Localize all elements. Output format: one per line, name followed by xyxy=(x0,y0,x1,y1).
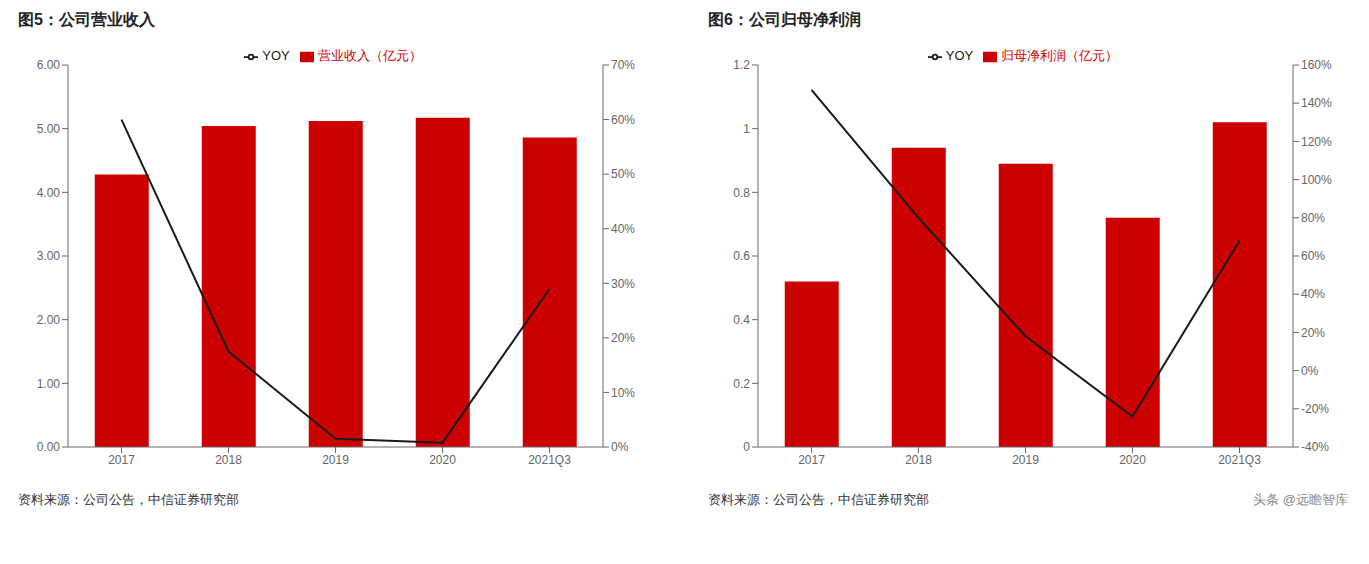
svg-text:6.00: 6.00 xyxy=(37,58,61,72)
svg-text:40%: 40% xyxy=(1301,287,1325,301)
html-text:YOY: YOY xyxy=(945,48,974,63)
svg-text:0.4: 0.4 xyxy=(733,313,750,327)
html-text:头条 @远瞻智库: 头条 @远瞻智库 xyxy=(1253,492,1348,507)
svg-text:100%: 100% xyxy=(1301,173,1332,187)
svg-text:80%: 80% xyxy=(1301,211,1325,225)
svg-text:2018: 2018 xyxy=(215,453,242,467)
svg-text:1.2: 1.2 xyxy=(733,58,750,72)
svg-text:0%: 0% xyxy=(611,440,629,454)
svg-text:20%: 20% xyxy=(611,331,635,345)
svg-text:140%: 140% xyxy=(1301,96,1332,110)
svg-text:2019: 2019 xyxy=(322,453,349,467)
svg-text:2017: 2017 xyxy=(108,453,135,467)
html-text:图5：公司营业收入: 图5：公司营业收入 xyxy=(18,11,155,28)
svg-text:-40%: -40% xyxy=(1301,440,1329,454)
html-text:资料来源：公司公告，中信证券研究部: 资料来源：公司公告，中信证券研究部 xyxy=(18,492,239,507)
svg-text:40%: 40% xyxy=(611,222,635,236)
svg-text:0.00: 0.00 xyxy=(37,440,61,454)
svg-text:1: 1 xyxy=(743,122,750,136)
svg-text:4.00: 4.00 xyxy=(37,186,61,200)
svg-text:2018: 2018 xyxy=(905,453,932,467)
svg-text:160%: 160% xyxy=(1301,58,1332,72)
svg-text:2.00: 2.00 xyxy=(37,313,61,327)
html-text:YOY: YOY xyxy=(262,48,290,63)
svg-text:2020: 2020 xyxy=(429,453,456,467)
svg-text:70%: 70% xyxy=(611,58,635,72)
svg-text:60%: 60% xyxy=(611,113,635,127)
svg-text:2019: 2019 xyxy=(1012,453,1039,467)
svg-text:0.8: 0.8 xyxy=(733,186,750,200)
svg-text:0%: 0% xyxy=(1301,364,1319,378)
svg-text:0.6: 0.6 xyxy=(733,249,750,263)
svg-text:120%: 120% xyxy=(1301,135,1332,149)
svg-text:20%: 20% xyxy=(1301,326,1325,340)
svg-text:5.00: 5.00 xyxy=(37,122,61,136)
html-text:图6：公司归母净利润: 图6：公司归母净利润 xyxy=(708,11,861,28)
svg-text:60%: 60% xyxy=(1301,249,1325,263)
svg-text:3.00: 3.00 xyxy=(37,249,61,263)
svg-text:1.00: 1.00 xyxy=(37,377,61,391)
svg-text:0.2: 0.2 xyxy=(733,377,750,391)
svg-text:30%: 30% xyxy=(611,277,635,291)
svg-text:50%: 50% xyxy=(611,167,635,181)
svg-text:2021Q3: 2021Q3 xyxy=(1218,453,1261,467)
html-text:归母净利润（亿元）: 归母净利润（亿元） xyxy=(1001,48,1119,63)
html-text:营业收入（亿元）: 营业收入（亿元） xyxy=(317,48,422,63)
html-text:资料来源：公司公告，中信证券研究部: 资料来源：公司公告，中信证券研究部 xyxy=(708,492,929,507)
svg-text:-20%: -20% xyxy=(1301,402,1329,416)
svg-text:2021Q3: 2021Q3 xyxy=(528,453,571,467)
svg-text:0: 0 xyxy=(743,440,750,454)
svg-text:2020: 2020 xyxy=(1119,453,1146,467)
svg-text:10%: 10% xyxy=(611,386,635,400)
svg-text:2017: 2017 xyxy=(798,453,825,467)
